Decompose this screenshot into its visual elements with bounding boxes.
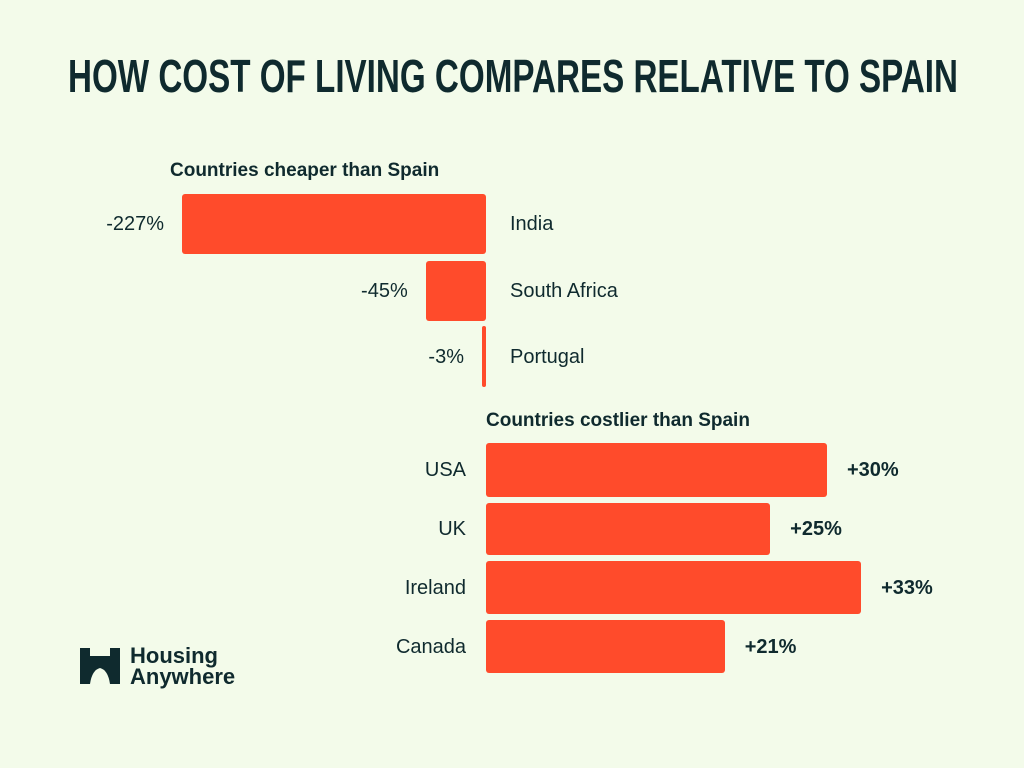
category-label: Portugal — [510, 345, 585, 368]
value-label: +30% — [847, 459, 899, 481]
cheaper-subtitle: Countries cheaper than Spain — [170, 160, 440, 181]
category-label: Canada — [395, 635, 466, 658]
costlier-subtitle: Countries costlier than Spain — [486, 410, 750, 431]
bar-india — [182, 194, 486, 254]
chart-title-text: HOW COST OF LIVING COMPARES RELATIVE TO … — [68, 52, 958, 102]
bar-canada — [486, 620, 725, 673]
bar-ireland — [486, 561, 862, 614]
logo-line2: Anywhere — [130, 664, 236, 689]
value-label: -45% — [361, 280, 408, 302]
value-label: +33% — [881, 576, 933, 599]
bar-south-africa — [425, 261, 486, 321]
category-label: USA — [424, 459, 466, 481]
value-label: +21% — [744, 635, 797, 658]
value-label: -3% — [428, 345, 464, 368]
category-label: UK — [438, 518, 466, 540]
logo-arch-icon — [80, 648, 120, 684]
logo-line1: Housing — [130, 643, 218, 668]
chart-title: HOW COST OF LIVING COMPARES RELATIVE TO … — [68, 52, 958, 102]
value-label: +25% — [790, 518, 842, 540]
bar-usa — [486, 443, 827, 497]
category-label: South Africa — [510, 280, 618, 302]
bar-uk — [486, 503, 771, 555]
bar-portugal — [481, 326, 486, 387]
value-label: -227% — [106, 213, 164, 235]
housing-anywhere-logo: Housing Anywhere — [78, 643, 236, 689]
category-label: Ireland — [404, 576, 466, 599]
category-label: India — [510, 213, 554, 235]
